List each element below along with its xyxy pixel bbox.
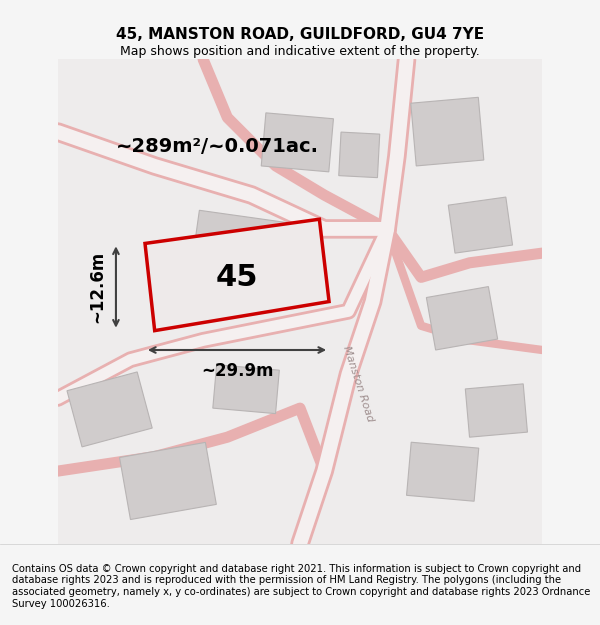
Bar bbox=[448, 197, 512, 253]
Text: Contains OS data © Crown copyright and database right 2021. This information is : Contains OS data © Crown copyright and d… bbox=[12, 564, 590, 609]
Text: Manston Road: Manston Road bbox=[341, 344, 375, 423]
Text: 45: 45 bbox=[216, 263, 258, 292]
Bar bbox=[339, 132, 380, 178]
Polygon shape bbox=[145, 219, 329, 331]
Bar bbox=[213, 365, 280, 414]
Bar bbox=[188, 210, 295, 301]
Text: ~289m²/~0.071ac.: ~289m²/~0.071ac. bbox=[116, 138, 319, 156]
Text: ~29.9m: ~29.9m bbox=[201, 362, 273, 380]
Bar bbox=[407, 442, 479, 501]
Text: 45, MANSTON ROAD, GUILDFORD, GU4 7YE: 45, MANSTON ROAD, GUILDFORD, GU4 7YE bbox=[116, 27, 484, 42]
Bar bbox=[411, 98, 484, 166]
Bar bbox=[67, 372, 152, 447]
Bar bbox=[466, 384, 527, 438]
Bar bbox=[427, 287, 497, 350]
Text: Map shows position and indicative extent of the property.: Map shows position and indicative extent… bbox=[120, 45, 480, 58]
Bar bbox=[119, 442, 217, 519]
Bar bbox=[261, 113, 334, 172]
Text: ~12.6m: ~12.6m bbox=[88, 251, 106, 323]
